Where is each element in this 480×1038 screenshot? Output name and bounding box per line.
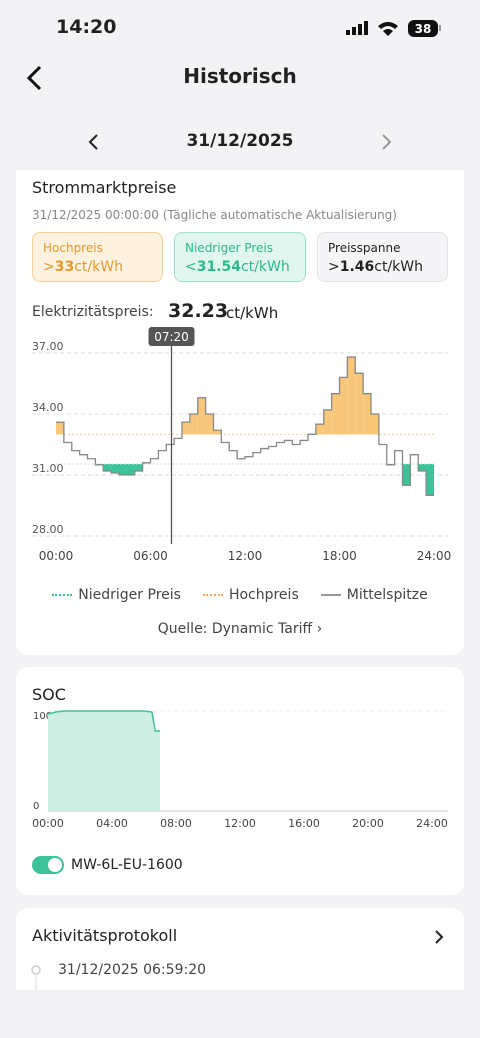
- prefix: <: [185, 259, 197, 275]
- x-tick-label: 16:00: [288, 817, 320, 830]
- low-area: [103, 464, 112, 471]
- low-area: [402, 464, 411, 486]
- low-area: [418, 464, 427, 471]
- x-tick-label: 04:00: [96, 817, 128, 830]
- x-tick-label: 06:00: [133, 549, 168, 563]
- battery: 38: [415, 22, 432, 36]
- tile-label: Niedriger Preis: [185, 241, 273, 255]
- low-area: [119, 464, 127, 475]
- next-day[interactable]: [378, 132, 394, 152]
- price-label: Elektrizitätspreis:: [32, 304, 154, 320]
- price-line: [56, 356, 434, 496]
- activity-time: 31/12/2025 06:59:20: [58, 962, 207, 978]
- date: 31/12/2025: [186, 131, 294, 151]
- high-area: [213, 430, 222, 435]
- high-area: [205, 414, 214, 435]
- tile-label: Hochpreis: [43, 241, 103, 255]
- high-area: [371, 414, 379, 435]
- card-title: Strommarktpreise: [32, 178, 177, 197]
- low-area: [134, 464, 143, 471]
- soc-chart: 100% 0 00:00 04:00 08:00 12:00 16:00 20:00 24:00: [32, 710, 448, 830]
- x-tick-label: 24:00: [417, 549, 452, 563]
- x-tick-label: 00:00: [32, 817, 64, 830]
- page-title: Historisch: [183, 64, 297, 88]
- y-tick-label: 37.00: [32, 340, 64, 353]
- activity-card: [16, 908, 464, 990]
- legend-label: Mittelspitze: [346, 587, 428, 603]
- high-area: [323, 409, 332, 435]
- cursor-label: 07:20: [154, 330, 189, 344]
- unit: ct/kWh: [374, 259, 424, 275]
- high-area: [331, 393, 340, 435]
- high-area: [197, 397, 206, 435]
- value: 1.46: [339, 259, 375, 275]
- high-area: [339, 377, 348, 435]
- activity-title[interactable]: Aktivitätsprotokoll: [32, 926, 178, 945]
- prefix: >: [43, 259, 55, 275]
- x-tick-label: 12:00: [224, 817, 256, 830]
- legend-swatch: [52, 594, 73, 596]
- timeline: [31, 965, 41, 990]
- unit: ct/kWh: [74, 259, 123, 275]
- y-tick-label: 31.00: [32, 462, 64, 475]
- soc-line: [47, 710, 160, 732]
- soc-title: SOC: [32, 685, 66, 704]
- cursor-badge: [148, 327, 195, 346]
- x-tick-label: 24:00: [416, 817, 448, 830]
- tile-range: Preisspanne >1.46ct/kWh: [317, 232, 448, 282]
- tile-high: Hochpreis >33ct/kWh: [32, 232, 163, 282]
- high-area: [182, 422, 190, 435]
- high-area: [355, 373, 364, 435]
- device-name: MW-6L-EU-1600: [71, 857, 183, 873]
- low-area: [111, 464, 119, 473]
- legend-item: Hochpreis: [202, 587, 299, 603]
- value: 33: [54, 259, 75, 275]
- high-area: [189, 414, 198, 435]
- soc-area: [48, 711, 160, 811]
- legend-label: Hochpreis: [228, 587, 299, 603]
- high-area: [315, 424, 324, 435]
- tile-label: Preisspanne: [328, 241, 401, 255]
- source-link[interactable]: Quelle: Dynamic Tariff ›: [157, 621, 323, 637]
- chevron[interactable]: [432, 928, 446, 946]
- status-time: 14:20: [56, 16, 117, 38]
- back-button[interactable]: [24, 64, 48, 92]
- price-value: 32.23: [168, 300, 229, 322]
- updated: 31/12/2025 00:00:00 (Tägliche automatisc…: [32, 208, 397, 222]
- high-area: [56, 422, 64, 435]
- value: 31.54: [196, 259, 242, 275]
- legend-label: Niedriger Preis: [78, 587, 181, 603]
- legend: Niedriger Preis Hochpreis Mittelspitze: [0, 587, 480, 603]
- x-tick-label: 12:00: [228, 549, 263, 563]
- device-toggle[interactable]: [32, 856, 64, 874]
- x-tick-label: 08:00: [160, 817, 192, 830]
- legend-item: Mittelspitze: [320, 587, 428, 603]
- tile-low: Niedriger Preis <31.54ct/kWh: [174, 232, 306, 282]
- high-area: [363, 393, 371, 435]
- x-tick-label: 00:00: [39, 549, 74, 563]
- y-tick-label: 100%: [33, 711, 62, 722]
- legend-item: Niedriger Preis: [52, 587, 181, 603]
- prev-day[interactable]: [86, 132, 102, 152]
- x-tick-label: 18:00: [322, 549, 357, 563]
- legend-swatch: [320, 594, 341, 596]
- x-tick-label: 20:00: [352, 817, 384, 830]
- unit: ct/kWh: [241, 259, 290, 275]
- price-unit: ct/kWh: [226, 304, 279, 322]
- status-icons: 38: [346, 20, 441, 37]
- legend-swatch: [202, 594, 223, 596]
- price-chart: 37.00 34.00 31.00 28.00 00:00 06:00 12:00 18:00…: [32, 327, 452, 563]
- y-tick-label: 28.00: [32, 523, 64, 536]
- low-area: [126, 464, 135, 475]
- high-area: [347, 357, 356, 435]
- prefix: >: [328, 259, 340, 275]
- y-tick-label: 34.00: [32, 401, 64, 414]
- y-tick-label: 0: [33, 801, 39, 812]
- low-area: [426, 464, 434, 496]
- source: Quelle: Dynamic Tariff: [157, 621, 313, 637]
